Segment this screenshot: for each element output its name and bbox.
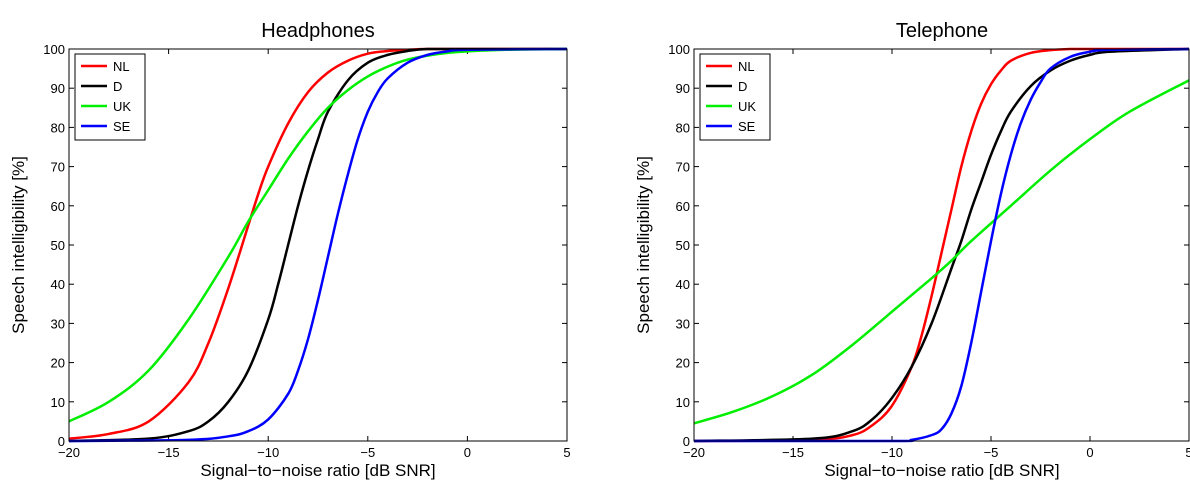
legend-label: D	[738, 79, 747, 94]
y-tick-label: 50	[676, 238, 690, 253]
x-tick-label: −20	[58, 445, 80, 460]
series-lines	[693, 47, 1190, 443]
x-axis-label: Signal−to−noise ratio [dB SNR]	[200, 461, 435, 480]
axes-box	[693, 48, 1190, 442]
series-line-d	[68, 47, 567, 443]
plot-area	[694, 49, 1189, 441]
legend-label: SE	[113, 119, 131, 134]
legend-box	[74, 53, 146, 141]
y-tick-label: 30	[676, 316, 690, 331]
x-tick-label: 0	[1086, 445, 1093, 460]
x-axis-label: Signal−to−noise ratio [dB SNR]	[824, 461, 1059, 480]
series-line-se	[68, 47, 568, 443]
x-tick-label: −15	[158, 445, 180, 460]
y-tick-label: 10	[51, 395, 65, 410]
y-tick-label: 10	[676, 395, 690, 410]
series-line-se	[694, 47, 1190, 443]
y-tick-label: 60	[51, 199, 65, 214]
x-tick-label: −10	[257, 445, 279, 460]
y-tick-label: 20	[676, 356, 690, 371]
y-tick-label: 100	[668, 42, 690, 57]
x-tick-label: 0	[464, 445, 471, 460]
legend: NL D UK SE	[74, 53, 146, 141]
x-tick-label: −10	[881, 445, 903, 460]
x-ticks: −20 −15 −10 −5 0 5	[58, 49, 571, 460]
y-axis-label: Speech intelligibility [%]	[9, 156, 28, 334]
x-tick-label: 5	[1185, 445, 1190, 460]
chart-title: Headphones	[261, 20, 374, 42]
y-tick-label: 80	[676, 120, 690, 135]
y-tick-label: 80	[51, 120, 65, 135]
legend-label: NL	[113, 59, 130, 74]
y-tick-label: 0	[58, 434, 65, 449]
y-tick-label: 90	[676, 81, 690, 96]
legend-label: D	[113, 79, 122, 94]
y-tick-label: 0	[683, 434, 690, 449]
y-axis-label: Speech intelligibility [%]	[634, 156, 653, 334]
series-line-d	[693, 47, 1190, 443]
x-tick-label: −15	[782, 445, 804, 460]
series-lines	[68, 47, 568, 443]
legend-label: UK	[113, 99, 131, 114]
telephone-panel: Telephone Signal−to−noise ratio [dB SNR]…	[634, 20, 1190, 480]
y-tick-label: 30	[51, 316, 65, 331]
y-tick-label: 40	[51, 277, 65, 292]
x-tick-label: −20	[683, 445, 705, 460]
y-tick-label: 40	[676, 277, 690, 292]
y-tick-label: 70	[51, 160, 65, 175]
y-tick-label: 100	[43, 42, 65, 57]
y-tick-label: 60	[676, 199, 690, 214]
y-tick-label: 70	[676, 160, 690, 175]
y-tick-label: 50	[51, 238, 65, 253]
legend-label: UK	[738, 99, 756, 114]
legend: NL D UK SE	[699, 53, 771, 141]
y-tick-label: 20	[51, 356, 65, 371]
y-tick-label: 90	[51, 81, 65, 96]
chart-title: Telephone	[896, 20, 988, 42]
x-tick-label: −5	[360, 445, 375, 460]
x-ticks: −20 −15 −10 −5 0 5	[683, 49, 1190, 460]
x-tick-label: −5	[984, 445, 999, 460]
axes-box	[68, 48, 568, 442]
series-line-uk	[68, 47, 568, 423]
y-ticks: 0 10 20 30 40 50 60 70 80 90 100	[668, 42, 1189, 449]
series-line-nl	[693, 47, 1189, 443]
legend-label: SE	[738, 119, 756, 134]
series-line-uk	[693, 79, 1190, 425]
headphones-panel: Headphones Signal−to−noise ratio [dB SNR…	[9, 20, 571, 480]
plot-area	[69, 49, 567, 441]
legend-label: NL	[738, 59, 755, 74]
x-tick-label: 5	[563, 445, 570, 460]
